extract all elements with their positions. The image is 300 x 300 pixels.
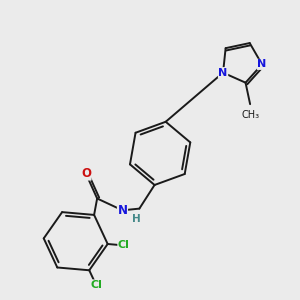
Text: N: N <box>257 59 267 69</box>
Text: Cl: Cl <box>118 240 130 250</box>
Text: N: N <box>118 204 128 217</box>
Text: O: O <box>81 167 91 180</box>
Text: N: N <box>218 68 228 78</box>
Text: H: H <box>132 214 140 224</box>
Text: Cl: Cl <box>90 280 102 290</box>
Text: CH₃: CH₃ <box>241 110 259 120</box>
